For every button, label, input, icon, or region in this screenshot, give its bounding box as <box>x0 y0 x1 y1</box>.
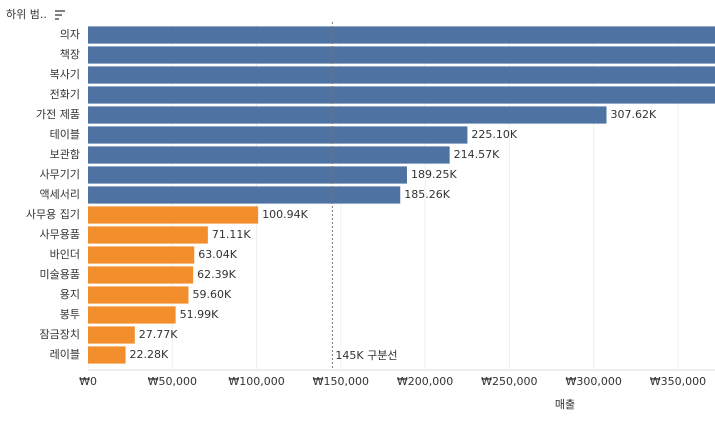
bar <box>88 286 189 304</box>
data-label: 189.25K <box>411 168 457 181</box>
data-label: 22.28K <box>130 348 169 361</box>
bar <box>88 186 401 204</box>
data-label: 100.94K <box>262 208 308 221</box>
bar <box>88 246 195 264</box>
y-tick-label: 잠금장치 <box>40 328 80 341</box>
bar <box>88 66 715 84</box>
bar <box>88 146 450 164</box>
data-label: 27.77K <box>139 328 178 341</box>
y-tick-label: 테이블 <box>50 128 80 141</box>
x-tick-label: ₩250,000 <box>481 375 537 388</box>
x-axis-title: 매출 <box>555 398 575 411</box>
y-tick-label: 책장 <box>60 48 80 61</box>
y-tick-label: 가전 제품 <box>36 108 80 121</box>
bar <box>88 126 468 144</box>
data-label: 59.60K <box>192 288 231 301</box>
data-label: 214.57K <box>454 148 500 161</box>
x-tick-label: ₩150,000 <box>313 375 369 388</box>
data-label: 62.39K <box>197 268 236 281</box>
data-label: 185.26K <box>404 188 450 201</box>
x-tick-label: ₩200,000 <box>397 375 453 388</box>
y-tick-label: 사무용품 <box>40 228 80 241</box>
y-tick-label: 복사기 <box>50 68 80 81</box>
x-tick-label: ₩100,000 <box>228 375 284 388</box>
bar <box>88 226 208 244</box>
bar <box>88 306 176 324</box>
y-tick-label: 전화기 <box>50 88 80 101</box>
bar <box>88 326 135 344</box>
y-tick-label: 보관함 <box>50 148 80 161</box>
sort-icon[interactable] <box>55 10 65 20</box>
y-tick-label: 바인더 <box>50 248 80 261</box>
bar <box>88 26 715 44</box>
x-tick-label: ₩0 <box>79 375 97 388</box>
x-tick-label: ₩350,000 <box>650 375 706 388</box>
y-tick-label: 용지 <box>60 288 80 301</box>
data-label: 63.04K <box>198 248 237 261</box>
y-tick-label: 봉투 <box>60 308 80 321</box>
plot-area: 307.62K 225.10K 214.57K 189.25K 185.26K 100.9… <box>88 22 715 370</box>
reference-line-label: 145K 구분선 <box>335 349 397 362</box>
bar <box>88 266 194 284</box>
y-tick-label: 의자 <box>60 28 80 41</box>
y-tick-label: 사무용 집기 <box>26 208 80 221</box>
y-tick-label: 액세서리 <box>40 188 80 201</box>
bar <box>88 46 715 64</box>
data-label: 307.62K <box>610 108 656 121</box>
bar <box>88 106 607 124</box>
data-label: 225.10K <box>471 128 517 141</box>
data-label: 71.11K <box>212 228 251 241</box>
data-label: 51.99K <box>180 308 219 321</box>
bar <box>88 346 126 364</box>
bar <box>88 86 715 104</box>
y-tick-label: 레이블 <box>50 348 80 361</box>
column-header: 하위 범.. <box>6 7 47 21</box>
y-tick-label: 사무기기 <box>40 168 80 181</box>
bar <box>88 206 259 224</box>
x-tick-label: ₩50,000 <box>148 375 197 388</box>
bar <box>88 166 407 184</box>
y-tick-label: 미술용품 <box>40 268 80 281</box>
x-tick-label: ₩300,000 <box>565 375 621 388</box>
